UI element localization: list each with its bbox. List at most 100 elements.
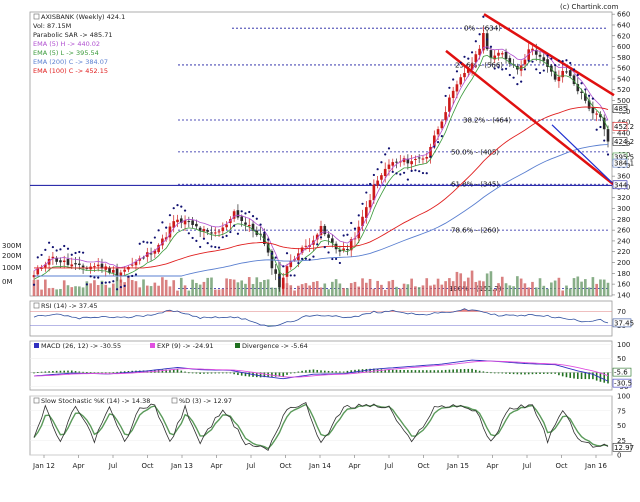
sar-dot [271,253,273,255]
candle-body [237,210,240,217]
divergence-bar [539,373,541,374]
divergence-bar [433,370,435,372]
sar-dot [37,256,39,258]
volume-bar [486,273,489,296]
macd-legend-entry: EXP (9) -> -24.91 [157,342,214,350]
volume-bar [150,286,153,296]
volume-bar [308,286,311,296]
divergence-bar [192,373,194,374]
sar-dot [377,168,379,170]
volume-bar [505,283,508,296]
sar-dot [343,234,345,236]
sar-dot [437,141,439,143]
divergence-bar [441,370,443,372]
sar-dot [150,242,152,244]
volume-bar [463,281,466,296]
divergence-bar [214,373,216,374]
sar-dot [384,153,386,155]
volume-bar [48,288,51,296]
legend-entry: EMA (200) C -> 384.07 [33,58,108,66]
sar-dot [290,274,292,276]
sar-dot [467,58,469,60]
divergence-bar [403,370,405,373]
sar-dot [350,222,352,224]
stoch-legend-entry: Slow Stochastic %K (14) -> 14.38 [41,397,150,405]
volume-bar [369,279,372,296]
sar-dot [105,282,107,284]
price-y-tick-label: 360 [617,173,630,181]
sar-dot [237,233,239,235]
volume-bar [509,285,512,296]
divergence-bar [120,372,122,373]
volume-bar [203,282,206,296]
volume-bar [410,279,413,296]
macd-y-tick-label: 50 [617,355,626,363]
sar-dot [316,243,318,245]
volume-bar [516,276,519,296]
divergence-bar [184,372,186,373]
sar-dot [301,258,303,260]
sar-dot [52,246,54,248]
divergence-bar [415,370,417,372]
sar-dot [418,170,420,172]
price-y-tick-label: 180 [617,270,630,278]
sar-dot [67,248,69,250]
divergence-bar [422,370,424,372]
sar-dot [267,238,269,240]
divergence-bar [569,373,571,378]
sar-dot [173,207,175,209]
volume-bar [169,286,172,296]
sar-dot [565,59,567,61]
volume-bar [112,284,115,296]
volume-bar [237,282,240,296]
volume-bar [67,285,70,296]
legend-entry: EMA (100) C -> 452.15 [33,67,108,75]
volume-bar [354,282,357,296]
volume-bar [286,283,289,296]
candle-body [422,158,425,159]
rsi-value-tag-label: 37.45 [614,319,634,327]
legend-swatch [34,398,39,403]
volume-bar [165,280,168,296]
sar-dot [392,171,394,173]
volume-bar [206,278,209,296]
volume-bar [316,281,319,296]
divergence-bar [86,372,88,373]
sar-dot [282,265,284,267]
sar-dot [407,178,409,180]
candle-body [222,227,225,231]
price-y-tick-label: 240 [617,237,630,245]
copyright-label: (c) Chartink.com [560,3,619,11]
divergence-bar [607,373,609,384]
divergence-bar [520,373,522,375]
sar-dot [550,58,552,60]
divergence-bar [101,373,103,374]
sar-dot [154,236,156,238]
sar-dot [158,229,160,231]
volume-bar [550,282,553,296]
candle-body [323,226,326,234]
divergence-bar [558,373,560,376]
divergence-bar [222,373,224,374]
sar-dot [365,191,367,193]
volume-bar [255,277,258,296]
candle-body [376,181,379,186]
sar-dot [40,254,42,256]
divergence-bar [199,373,201,374]
divergence-bar [313,369,315,372]
x-tick-label: Apr [486,462,498,470]
sar-dot [233,225,235,227]
volume-bar [403,284,406,296]
stoch-y-tick-label: 75 [617,407,626,415]
volume-bar [475,282,478,296]
volume-bar [365,283,368,296]
sar-dot [573,68,575,70]
volume-bar [335,279,338,296]
volume-bar [63,280,66,296]
sar-dot [501,68,503,70]
volume-bar [357,287,360,296]
volume-bar [573,278,576,296]
divergence-bar [501,373,503,374]
legend-swatch [34,303,39,308]
